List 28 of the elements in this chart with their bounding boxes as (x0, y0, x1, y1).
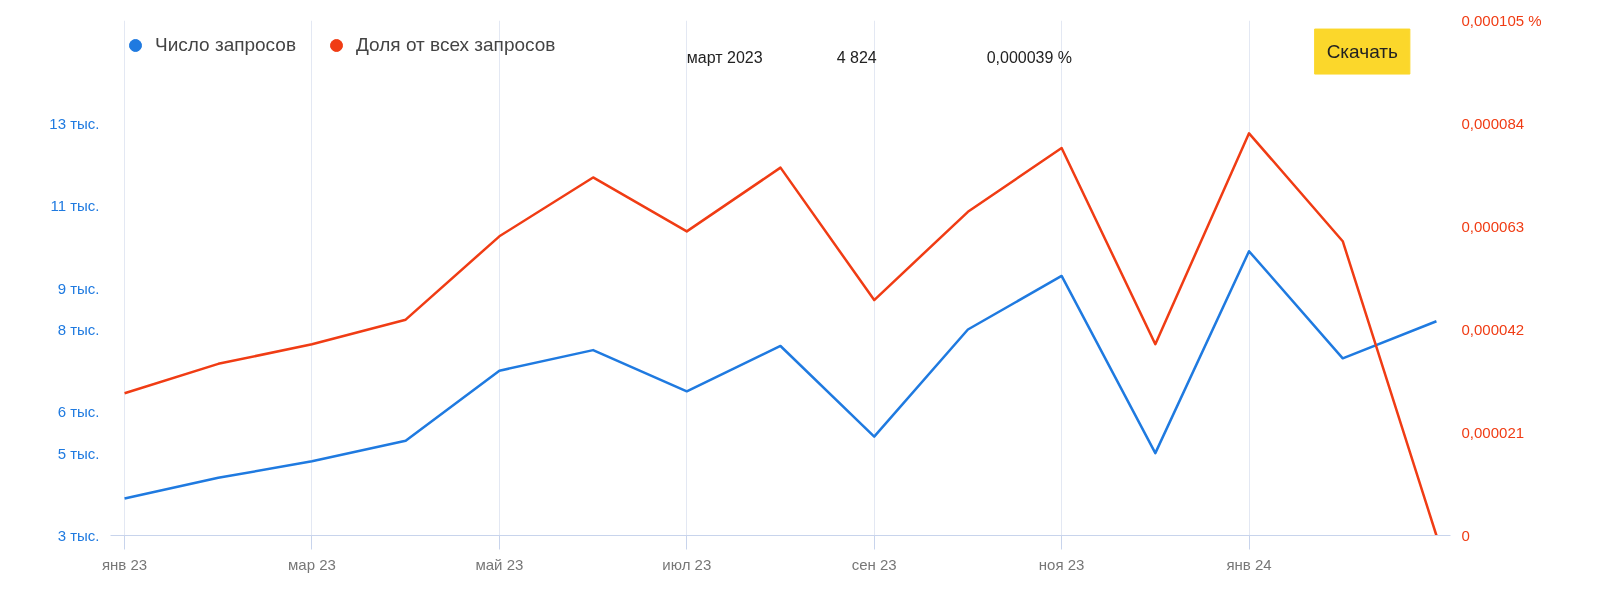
y2-tick-label: 0,000105 % (1461, 12, 1542, 29)
y2-tick-label: 0,000063 (1461, 218, 1525, 235)
x-tick-label: июл 23 (662, 555, 712, 573)
x-tick-label: сен 23 (851, 555, 897, 573)
x-tick-label: ноя 23 (1038, 555, 1085, 573)
x-tick-label: май 23 (475, 555, 524, 573)
line-series (123, 249, 1438, 500)
text: март 2023 (686, 48, 763, 66)
y-tick-label: 6 тыс. (57, 403, 100, 421)
x-tick-label: янв 24 (1226, 555, 1272, 573)
legend-label: Доля от всех запросов (356, 34, 556, 56)
y2-tick-label: 0,000021 (1461, 424, 1525, 441)
line-series (123, 132, 1438, 536)
y-tick-label: 11 тыс. (50, 197, 100, 215)
y-tick-label: 5 тыс. (57, 444, 100, 462)
y-tick-label: 3 тыс. (57, 527, 100, 544)
legend-label: Число запросов (155, 34, 296, 56)
x-tick-label: мар 23 (288, 555, 336, 573)
y2-tick-label: 0 (1461, 527, 1470, 544)
x-tick-label: янв 23 (101, 555, 148, 573)
text: 4 824 (836, 48, 877, 66)
y-tick-label: 8 тыс. (57, 321, 100, 338)
y2-tick-label: 0,000084 (1461, 115, 1525, 132)
y-tick-label: 13 тыс. (49, 115, 100, 132)
y-tick-label: 9 тыс. (57, 279, 100, 297)
text: Скачать (1326, 41, 1398, 63)
y2-tick-label: 0,000042 (1461, 321, 1525, 338)
text: 0,000039 % (986, 48, 1073, 66)
